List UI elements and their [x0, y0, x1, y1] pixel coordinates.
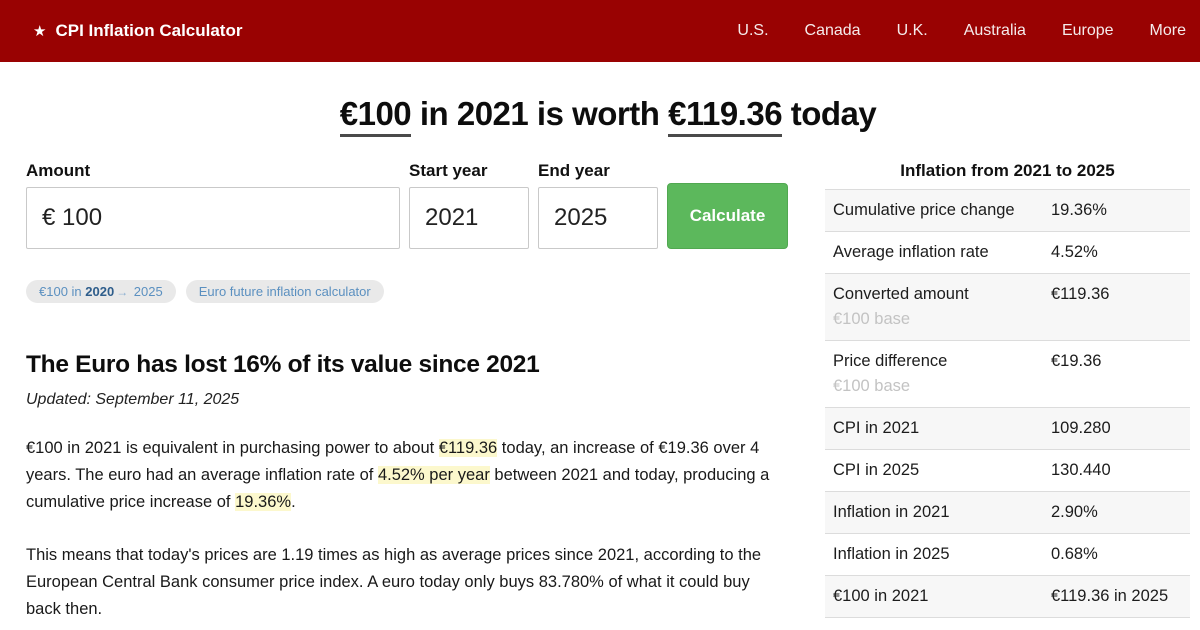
row-label: Cumulative price change — [833, 201, 1015, 219]
row-value: 0.68% — [1051, 545, 1098, 563]
inflation-calculator-form: Amount Start year End year Calculate — [26, 161, 788, 249]
headline-mid1: in 2021 is worth — [411, 95, 669, 132]
inflation-summary-sidebar: Inflation from 2021 to 2025 Cumulative p… — [825, 161, 1190, 618]
brand-title: CPI Inflation Calculator — [55, 21, 243, 40]
headline-result: €119.36 — [668, 95, 783, 137]
row-label: Converted amount — [833, 285, 969, 303]
row-label: Inflation in 2025 — [833, 545, 950, 563]
row-value: €119.36 in 2025 — [1051, 587, 1169, 605]
headline-mid2: today — [782, 95, 877, 132]
page-container: €100 in 2021 is worth €119.36 today Amou… — [0, 95, 1200, 623]
nav-item-australia[interactable]: Australia — [963, 22, 1026, 39]
table-row: Price difference €100 base €19.36 — [825, 340, 1190, 407]
row-value: 109.280 — [1051, 419, 1111, 437]
row-value: 2.90% — [1051, 503, 1098, 521]
table-row: CPI in 2021 109.280 — [825, 407, 1190, 449]
badge1-year: 2020 — [85, 284, 115, 299]
p1-text: . — [291, 493, 296, 511]
paragraph-summary: €100 in 2021 is equivalent in purchasing… — [26, 435, 786, 516]
end-year-field-group: End year — [538, 161, 658, 249]
country-nav: U.S. Canada U.K. Australia Europe More — [737, 22, 1186, 40]
table-row: CPI in 2025 130.440 — [825, 449, 1190, 491]
start-year-label: Start year — [409, 161, 488, 180]
row-label: Average inflation rate — [833, 243, 989, 261]
badge-future-calculator-link[interactable]: Euro future inflation calculator — [185, 280, 384, 303]
paragraph-detail: This means that today's prices are 1.19 … — [26, 546, 762, 618]
row-sublabel: €100 base — [833, 310, 911, 328]
table-row: €100 in 2021 €119.36 in 2025 — [825, 575, 1190, 617]
p1-highlight-converted: €119.36 — [438, 439, 498, 457]
table-row: Inflation in 2021 2.90% — [825, 491, 1190, 533]
table-row: Converted amount €100 base €119.36 — [825, 273, 1190, 340]
badge1-pre: €100 in — [39, 284, 86, 299]
table-row: Average inflation rate 4.52% — [825, 231, 1190, 273]
nav-item-canada[interactable]: Canada — [804, 22, 861, 39]
star-icon: ★ — [33, 23, 47, 40]
row-value: 19.36% — [1051, 201, 1107, 219]
headline-amount: €100 — [339, 95, 412, 137]
row-value: €119.36 — [1051, 285, 1110, 303]
updated-date: Updated: September 11, 2025 — [26, 391, 240, 408]
row-label: CPI in 2025 — [833, 461, 920, 479]
nav-item-uk[interactable]: U.K. — [896, 22, 928, 39]
related-links: €100 in 2020 → 2025 Euro future inflation… — [26, 280, 786, 303]
table-row: Cumulative price change 19.36% — [825, 189, 1190, 231]
top-navigation-bar: ★ CPI Inflation Calculator U.S. Canada U… — [0, 0, 1200, 62]
nav-item-more[interactable]: More — [1149, 22, 1186, 39]
p1-highlight-rate: 4.52% per year — [377, 466, 490, 484]
page-title: €100 in 2021 is worth €119.36 today — [26, 95, 1190, 137]
start-year-field-group: Start year — [409, 161, 529, 249]
nav-item-us[interactable]: U.S. — [737, 22, 769, 39]
p1-highlight-cumulative: 19.36% — [235, 493, 292, 511]
row-value: 4.52% — [1051, 243, 1098, 261]
brand-home-link[interactable]: ★ CPI Inflation Calculator — [33, 21, 242, 41]
row-label-group: Converted amount €100 base — [833, 285, 1051, 329]
p1-text: €100 in 2021 is equivalent in purchasing… — [26, 439, 439, 457]
content-columns: Amount Start year End year Calculate €10… — [26, 161, 1190, 623]
badge1-post: 2025 — [130, 284, 163, 299]
row-label-group: Price difference €100 base — [833, 352, 1051, 396]
row-label: Inflation in 2021 — [833, 503, 950, 521]
row-label: €100 in 2021 — [833, 587, 929, 605]
end-year-input[interactable] — [538, 187, 658, 249]
summary-table: Cumulative price change 19.36% Average i… — [825, 189, 1190, 618]
article-heading: The Euro has lost 16% of its value since… — [26, 351, 540, 378]
amount-input[interactable] — [26, 187, 400, 249]
nav-item-europe[interactable]: Europe — [1061, 22, 1114, 39]
row-sublabel: €100 base — [833, 377, 911, 395]
calculate-button[interactable]: Calculate — [667, 183, 788, 249]
end-year-label: End year — [538, 161, 610, 180]
start-year-input[interactable] — [409, 187, 529, 249]
p1-text: between 2021 and today, producing a cumu… — [26, 466, 770, 511]
table-row: Inflation in 2025 0.68% — [825, 533, 1190, 575]
arrow-right-icon: → — [116, 285, 129, 299]
main-column: Amount Start year End year Calculate €10… — [26, 161, 788, 623]
badge-prior-year-link[interactable]: €100 in 2020 → 2025 — [26, 280, 176, 303]
row-label: Price difference — [833, 352, 948, 370]
row-label: CPI in 2021 — [833, 419, 920, 437]
p1-text: today, an increase of €19.36 over 4 year… — [26, 439, 760, 484]
summary-table-title: Inflation from 2021 to 2025 — [900, 161, 1115, 180]
row-value: €19.36 — [1051, 352, 1102, 370]
amount-field-group: Amount — [26, 161, 400, 249]
amount-label: Amount — [26, 161, 91, 180]
row-value: 130.440 — [1051, 461, 1111, 479]
